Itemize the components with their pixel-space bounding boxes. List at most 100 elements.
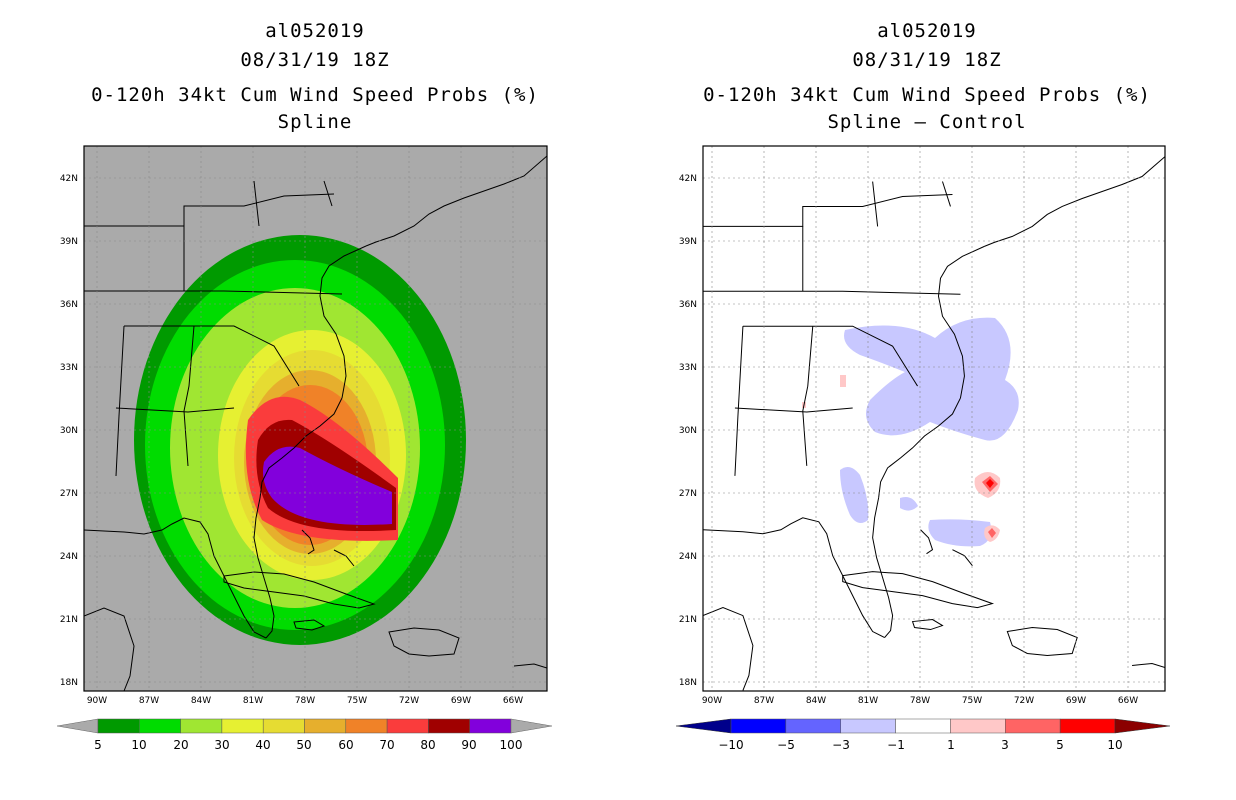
- right-colorbar-label: 10: [1107, 738, 1122, 752]
- left-title-block: al052019 08/31/19 18Z 0-120h 34kt Cum Wi…: [55, 17, 575, 137]
- right-colorbar-swatch: [840, 718, 896, 734]
- left-lat-label: 33N: [60, 363, 78, 373]
- right-gridlines: [703, 146, 1165, 691]
- right-lat-label: 21N: [679, 615, 697, 625]
- left-lon-label: 72W: [399, 696, 419, 706]
- left-colorbar-swatch: [304, 718, 347, 734]
- diff-minus-1-region: [900, 497, 918, 511]
- right-lon-label: 90W: [702, 696, 722, 706]
- diff-plus-1-region: [840, 375, 846, 387]
- left-colorbar-label: 10: [131, 738, 146, 752]
- right-lon-label: 87W: [754, 696, 774, 706]
- left-lon-label: 81W: [243, 696, 263, 706]
- right-lon-label: 72W: [1014, 696, 1034, 706]
- right-subtitle: Spline – Control: [827, 111, 1027, 133]
- right-title-block: al052019 08/31/19 18Z 0-120h 34kt Cum Wi…: [667, 17, 1187, 137]
- left-colorbar-swatch: [428, 718, 470, 734]
- right-lat-label: 42N: [679, 174, 697, 184]
- left-lon-label: 66W: [503, 696, 523, 706]
- right-lat-label: 30N: [679, 426, 697, 436]
- left-probability-contours: [134, 235, 466, 645]
- left-lat-label: 30N: [60, 426, 78, 436]
- right-colorbar-label: −1: [887, 738, 905, 752]
- diff-plus-5-peak: [988, 528, 996, 538]
- left-colorbar-label: 60: [338, 738, 353, 752]
- left-subtitle: Spline: [277, 111, 353, 133]
- left-colorbar-label: 20: [173, 738, 188, 752]
- right-datetime: 08/31/19 18Z: [852, 49, 1002, 71]
- left-lat-label: 42N: [60, 174, 78, 184]
- left-lon-label: 90W: [87, 696, 107, 706]
- right-lat-label: 24N: [679, 552, 697, 562]
- left-colorbar-under-arrow: [56, 718, 99, 734]
- right-lon-labels: 90W 87W 84W 81W 78W 75W 72W 69W 66W: [702, 696, 1138, 706]
- right-lon-label: 78W: [910, 696, 930, 706]
- left-colorbar-over-arrow: [510, 718, 553, 734]
- right-colorbar-under-arrow: [675, 718, 732, 734]
- left-lat-label: 36N: [60, 300, 78, 310]
- left-colorbar-label: 90: [461, 738, 476, 752]
- right-lat-labels: 42N 39N 36N 33N 30N 27N 24N 21N 18N: [679, 174, 697, 688]
- right-lat-label: 27N: [679, 489, 697, 499]
- right-lon-label: 66W: [1118, 696, 1138, 706]
- left-lat-label: 18N: [60, 678, 78, 688]
- right-colorbar-label: −10: [718, 738, 743, 752]
- left-colorbar-swatch: [139, 718, 181, 734]
- right-lon-label: 81W: [858, 696, 878, 706]
- left-colorbar-swatch: [97, 718, 140, 734]
- right-lat-label: 36N: [679, 300, 697, 310]
- diff-minus-1-region: [844, 317, 1019, 441]
- left-lon-label: 87W: [139, 696, 159, 706]
- left-lat-label: 21N: [60, 615, 78, 625]
- left-colorbar-swatch: [386, 718, 429, 734]
- diff-minus-1-region: [840, 466, 869, 524]
- left-lat-label: 39N: [60, 237, 78, 247]
- left-colorbar-label: 40: [255, 738, 270, 752]
- right-colorbar-swatch: [785, 718, 841, 734]
- left-colorbar-label: 5: [94, 738, 102, 752]
- right-lon-label: 75W: [962, 696, 982, 706]
- right-colorbar-over-arrow: [1114, 718, 1171, 734]
- right-colorbar-swatch: [950, 718, 1006, 734]
- right-lat-label: 18N: [679, 678, 697, 688]
- right-colorbar-label: −5: [777, 738, 795, 752]
- right-lon-label: 69W: [1066, 696, 1086, 706]
- right-map: 90W 87W 84W 81W 78W 75W 72W 69W 66W 42N …: [675, 145, 1171, 752]
- right-storm-id: al052019: [877, 20, 977, 42]
- diff-plus-10-peak: [986, 479, 994, 488]
- left-product: 0-120h 34kt Cum Wind Speed Probs (%): [91, 84, 539, 106]
- left-lat-label: 27N: [60, 489, 78, 499]
- right-colorbar-label: 1: [947, 738, 955, 752]
- right-colorbar-swatch: [730, 718, 787, 734]
- left-lon-label: 75W: [347, 696, 367, 706]
- left-colorbar: 5 10 20 30 40 50 60 70 80 90 100: [56, 718, 553, 752]
- right-lat-label: 39N: [679, 237, 697, 247]
- left-colorbar-label: 50: [296, 738, 311, 752]
- left-gridlines: [84, 146, 547, 691]
- left-lon-labels: 90W 87W 84W 81W 78W 75W 72W 69W 66W: [87, 696, 523, 706]
- right-colorbar-swatch: [1059, 718, 1116, 734]
- left-lon-label: 78W: [295, 696, 315, 706]
- right-lat-label: 33N: [679, 363, 697, 373]
- right-colorbar: −10 −5 −3 −1 1 3 5 10: [675, 718, 1171, 752]
- left-colorbar-label: 30: [214, 738, 229, 752]
- left-lat-labels: 42N 39N 36N 33N 30N 27N 24N 21N 18N: [60, 174, 78, 688]
- contour-90: [263, 446, 392, 525]
- left-colorbar-swatch: [180, 718, 223, 734]
- right-colorbar-label: 5: [1056, 738, 1064, 752]
- left-colorbar-swatch: [262, 718, 305, 734]
- left-colorbar-label: 70: [379, 738, 394, 752]
- left-lon-label: 69W: [451, 696, 471, 706]
- right-product: 0-120h 34kt Cum Wind Speed Probs (%): [703, 84, 1151, 106]
- left-lon-label: 84W: [191, 696, 211, 706]
- left-map-frame: [83, 145, 548, 692]
- right-lon-label: 84W: [806, 696, 826, 706]
- left-lat-label: 24N: [60, 552, 78, 562]
- left-colorbar-label: 80: [420, 738, 435, 752]
- left-map: 90W 87W 84W 81W 78W 75W 72W 69W 66W 42N …: [56, 145, 553, 752]
- left-colorbar-swatch: [345, 718, 388, 734]
- right-difference-contours: [802, 317, 1019, 547]
- right-colorbar-label: 3: [1001, 738, 1009, 752]
- diff-minus-1-region: [928, 519, 992, 547]
